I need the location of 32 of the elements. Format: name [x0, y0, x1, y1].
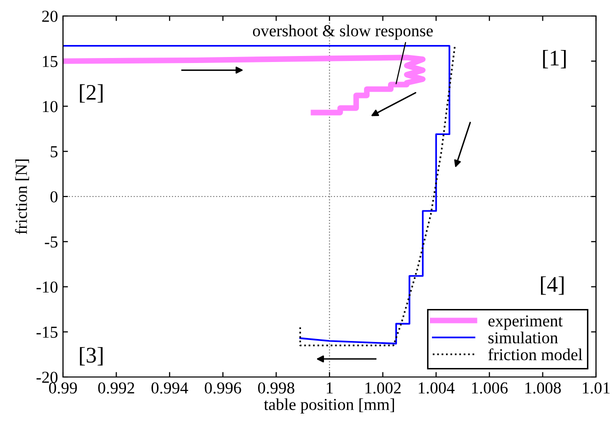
x-tick-label: 1 [326, 382, 333, 394]
y-tick-label: 20 [42, 10, 58, 22]
legend-label: experiment [488, 315, 563, 330]
y-tick-label: -5 [44, 236, 58, 248]
y-tick-label: -10 [36, 281, 58, 293]
x-tick-label: 1.004 [418, 382, 455, 394]
y-axis-title: friction [N] [15, 160, 30, 234]
x-tick-label: 1.01 [582, 382, 610, 394]
y-tick-label: -20 [36, 372, 58, 383]
x-tick-label: 0.992 [98, 382, 134, 394]
legend-label: friction model [488, 348, 582, 360]
y-tick-label: 5 [50, 146, 58, 158]
x-tick-label: 1.006 [472, 382, 508, 394]
x-tick-label: 0.994 [151, 382, 188, 394]
x-tick-label: 0.99 [49, 382, 77, 394]
y-tick-label: 10 [42, 100, 58, 112]
annotation: [2] [80, 84, 103, 103]
line-series [299, 46, 456, 346]
y-tick-label: 15 [42, 56, 58, 68]
line-series [63, 44, 450, 344]
y-tick-label: 0 [50, 191, 58, 202]
y-tick-label: -15 [36, 326, 58, 338]
x-tick-label: 1.002 [366, 382, 401, 394]
annotation: [4] [540, 276, 564, 295]
legend-label: simulation [488, 332, 558, 344]
x-axis-title: table position [mm] [264, 398, 394, 414]
annotation: [1] [543, 50, 566, 68]
x-tick-label: 0.996 [204, 382, 242, 394]
annotation: [3] [80, 347, 103, 366]
x-tick-label: 1.008 [525, 382, 561, 394]
x-tick-label: 0.998 [258, 382, 294, 394]
annotation: overshoot & slow response [252, 24, 433, 40]
